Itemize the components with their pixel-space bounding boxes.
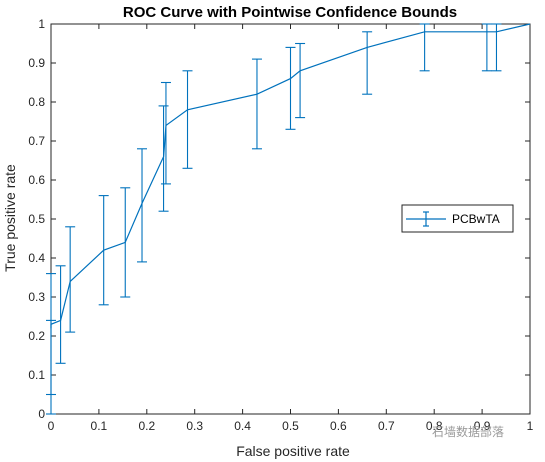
- x-tick-label: 0: [48, 419, 55, 433]
- y-tick-label: 0.6: [28, 173, 45, 187]
- y-tick-label: 0.1: [28, 368, 45, 382]
- watermark-text: 石墙数据部落: [432, 424, 504, 439]
- series-layer: [46, 23, 531, 415]
- legend-label: PCBwTA: [452, 212, 500, 226]
- x-tick-label: 1: [527, 419, 534, 433]
- y-tick-label: 0.2: [28, 329, 45, 343]
- y-tick-label: 1: [38, 17, 45, 31]
- x-tick-label: 0.2: [138, 419, 155, 433]
- y-tick-label: 0: [38, 407, 45, 421]
- y-axis-label: True positive rate: [2, 164, 18, 272]
- x-tick-label: 0.1: [91, 419, 108, 433]
- x-tick-label: 0.9: [474, 419, 491, 433]
- y-tick-label: 0.8: [28, 95, 45, 109]
- y-tick-label: 0.3: [28, 290, 45, 304]
- x-axis-label: False positive rate: [236, 443, 350, 459]
- x-axis-ticks: 0 0.1 0.2 0.3 0.4 0.5 0.6 0.7 0.8 0.9 1: [48, 24, 534, 433]
- y-tick-label: 0.5: [28, 212, 45, 226]
- y-tick-label: 0.9: [28, 56, 45, 70]
- y-tick-label: 0.4: [28, 251, 45, 265]
- chart-title: ROC Curve with Pointwise Confidence Boun…: [123, 4, 457, 21]
- x-tick-label: 0.7: [378, 419, 395, 433]
- x-tick-label: 0.8: [426, 419, 443, 433]
- x-tick-label: 0.4: [234, 419, 251, 433]
- x-tick-label: 0.3: [186, 419, 203, 433]
- legend: PCBwTA: [401, 204, 514, 233]
- y-tick-label: 0.7: [28, 134, 45, 148]
- x-tick-label: 0.5: [282, 419, 299, 433]
- roc-line: [50, 23, 531, 329]
- x-tick-label: 0.6: [330, 419, 347, 433]
- y-axis-ticks: 0 0.1 0.2 0.3 0.4 0.5 0.6 0.7 0.8 0.9 1: [28, 17, 530, 421]
